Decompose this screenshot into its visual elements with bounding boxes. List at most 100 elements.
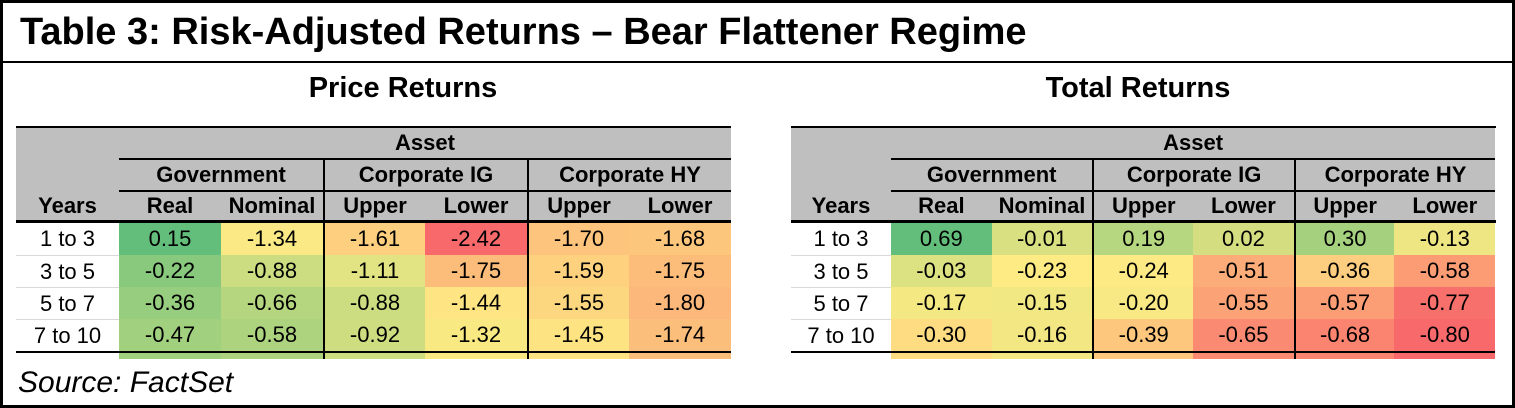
year-label: 3 to 5 — [791, 255, 891, 287]
corner-cell — [791, 160, 891, 192]
strip-cell — [629, 351, 731, 359]
strip-cell — [16, 351, 119, 359]
heatmap-cell: -1.70 — [527, 223, 629, 255]
heatmap-cell: 0.69 — [891, 223, 992, 255]
heatmap-cell: -0.51 — [1193, 255, 1294, 287]
heatmap-cell: -1.55 — [527, 287, 629, 319]
heatmap-cell: -0.36 — [119, 287, 221, 319]
heatmap-cell: -0.23 — [991, 255, 1093, 287]
year-label: 3 to 5 — [16, 255, 119, 287]
heatmap-cell: -1.74 — [629, 319, 731, 351]
asset-header-row: Asset — [791, 128, 1496, 160]
heatmap-cell: -0.13 — [1394, 223, 1496, 255]
heatmap-cell: -0.68 — [1293, 319, 1395, 351]
year-label: 7 to 10 — [791, 319, 891, 351]
group-header-corporate-ig: Corporate IG — [1092, 160, 1294, 192]
strip-cell — [891, 351, 992, 359]
heatmap-cell: 0.19 — [1092, 223, 1194, 255]
column-header-upper: Upper — [1293, 192, 1395, 220]
total-returns-table: Asset Government Corporate IG Corporate … — [791, 126, 1496, 359]
heatmap-cell: -0.15 — [991, 287, 1093, 319]
column-header-nominal: Nominal — [991, 192, 1093, 220]
column-header-lower: Lower — [1394, 192, 1496, 220]
heatmap-cell: -0.55 — [1193, 287, 1294, 319]
group-header-government: Government — [119, 160, 323, 192]
heatmap-cell: -0.65 — [1193, 319, 1294, 351]
heatmap-cell: -0.47 — [119, 319, 221, 351]
table-row: 7 to 10 -0.30 -0.16 -0.39 -0.65 -0.68 -0.80 — [791, 319, 1496, 351]
table-bottom-strip — [791, 351, 1496, 359]
year-label: 7 to 10 — [16, 319, 119, 351]
table-row: 1 to 3 0.69 -0.01 0.19 0.02 0.30 -0.13 — [791, 223, 1496, 255]
column-header-lower: Lower — [1193, 192, 1294, 220]
corner-cell — [16, 160, 119, 192]
table-body: 1 to 3 0.69 -0.01 0.19 0.02 0.30 -0.13 3 to 5 -0… — [791, 223, 1496, 359]
group-header-corporate-hy: Corporate HY — [527, 160, 731, 192]
column-header-upper: Upper — [1092, 192, 1194, 220]
total-returns-subtitle: Total Returns — [1045, 72, 1231, 104]
year-label: 5 to 7 — [791, 287, 891, 319]
heatmap-cell: -0.36 — [1293, 255, 1395, 287]
strip-cell — [1293, 351, 1395, 359]
heatmap-cell: -0.88 — [323, 287, 425, 319]
heatmap-cell: -2.42 — [425, 223, 527, 255]
heatmap-cell: 0.30 — [1293, 223, 1395, 255]
heatmap-cell: -0.01 — [991, 223, 1093, 255]
heatmap-cell: -1.75 — [629, 255, 731, 287]
strip-cell — [1092, 351, 1194, 359]
strip-cell — [991, 351, 1093, 359]
group-header-row: Government Corporate IG Corporate HY — [791, 160, 1496, 192]
price-returns-table: Asset Government Corporate IG Corporate … — [16, 126, 731, 359]
strip-cell — [323, 351, 425, 359]
column-header-upper: Upper — [323, 192, 425, 220]
column-header-nominal: Nominal — [221, 192, 323, 220]
heatmap-cell: -1.75 — [425, 255, 527, 287]
heatmap-cell: -0.16 — [991, 319, 1093, 351]
column-header-lower: Lower — [425, 192, 527, 220]
heatmap-cell: -0.30 — [891, 319, 992, 351]
heatmap-cell: -0.22 — [119, 255, 221, 287]
heatmap-cell: -0.80 — [1394, 319, 1496, 351]
price-returns-subtitle: Price Returns — [308, 72, 498, 104]
asset-header-row: Asset — [16, 128, 731, 160]
group-header-row: Government Corporate IG Corporate HY — [16, 160, 731, 192]
heatmap-cell: -0.39 — [1092, 319, 1194, 351]
column-header-real: Real — [119, 192, 221, 220]
corner-cell — [791, 128, 891, 160]
years-header: Years — [16, 192, 119, 220]
page-title: Table 3: Risk-Adjusted Returns – Bear Fl… — [20, 10, 1027, 53]
heatmap-cell: -0.20 — [1092, 287, 1194, 319]
heatmap-cell: -0.92 — [323, 319, 425, 351]
heatmap-cell: -0.58 — [221, 319, 323, 351]
year-label: 5 to 7 — [16, 287, 119, 319]
group-header-corporate-hy: Corporate HY — [1293, 160, 1496, 192]
year-label: 1 to 3 — [16, 223, 119, 255]
strip-cell — [119, 351, 221, 359]
table-bottom-strip — [16, 351, 731, 359]
group-header-government: Government — [891, 160, 1093, 192]
heatmap-cell: -0.66 — [221, 287, 323, 319]
column-header-lower: Lower — [629, 192, 731, 220]
source-note: Source: FactSet — [18, 366, 234, 399]
heatmap-cell: -0.58 — [1394, 255, 1496, 287]
column-header-row: Years Real Nominal Upper Lower Upper Low… — [16, 192, 731, 223]
year-label: 1 to 3 — [791, 223, 891, 255]
heatmap-cell: 0.02 — [1193, 223, 1294, 255]
table-row: 3 to 5 -0.03 -0.23 -0.24 -0.51 -0.36 -0.58 — [791, 255, 1496, 287]
strip-cell — [527, 351, 629, 359]
heatmap-cell: -0.88 — [221, 255, 323, 287]
heatmap-cell: 0.15 — [119, 223, 221, 255]
heatmap-cell: -0.17 — [891, 287, 992, 319]
group-header-corporate-ig: Corporate IG — [323, 160, 527, 192]
table-body: 1 to 3 0.15 -1.34 -1.61 -2.42 -1.70 -1.68 3 to … — [16, 223, 731, 359]
heatmap-cell: -1.44 — [425, 287, 527, 319]
heatmap-cell: -0.03 — [891, 255, 992, 287]
years-header: Years — [791, 192, 891, 220]
strip-cell — [791, 351, 891, 359]
heatmap-cell: -1.80 — [629, 287, 731, 319]
heatmap-cell: -1.32 — [425, 319, 527, 351]
table-row: 5 to 7 -0.36 -0.66 -0.88 -1.44 -1.55 -1.80 — [16, 287, 731, 319]
corner-cell — [16, 128, 119, 160]
heatmap-cell: -0.57 — [1293, 287, 1395, 319]
heatmap-cell: -0.24 — [1092, 255, 1194, 287]
